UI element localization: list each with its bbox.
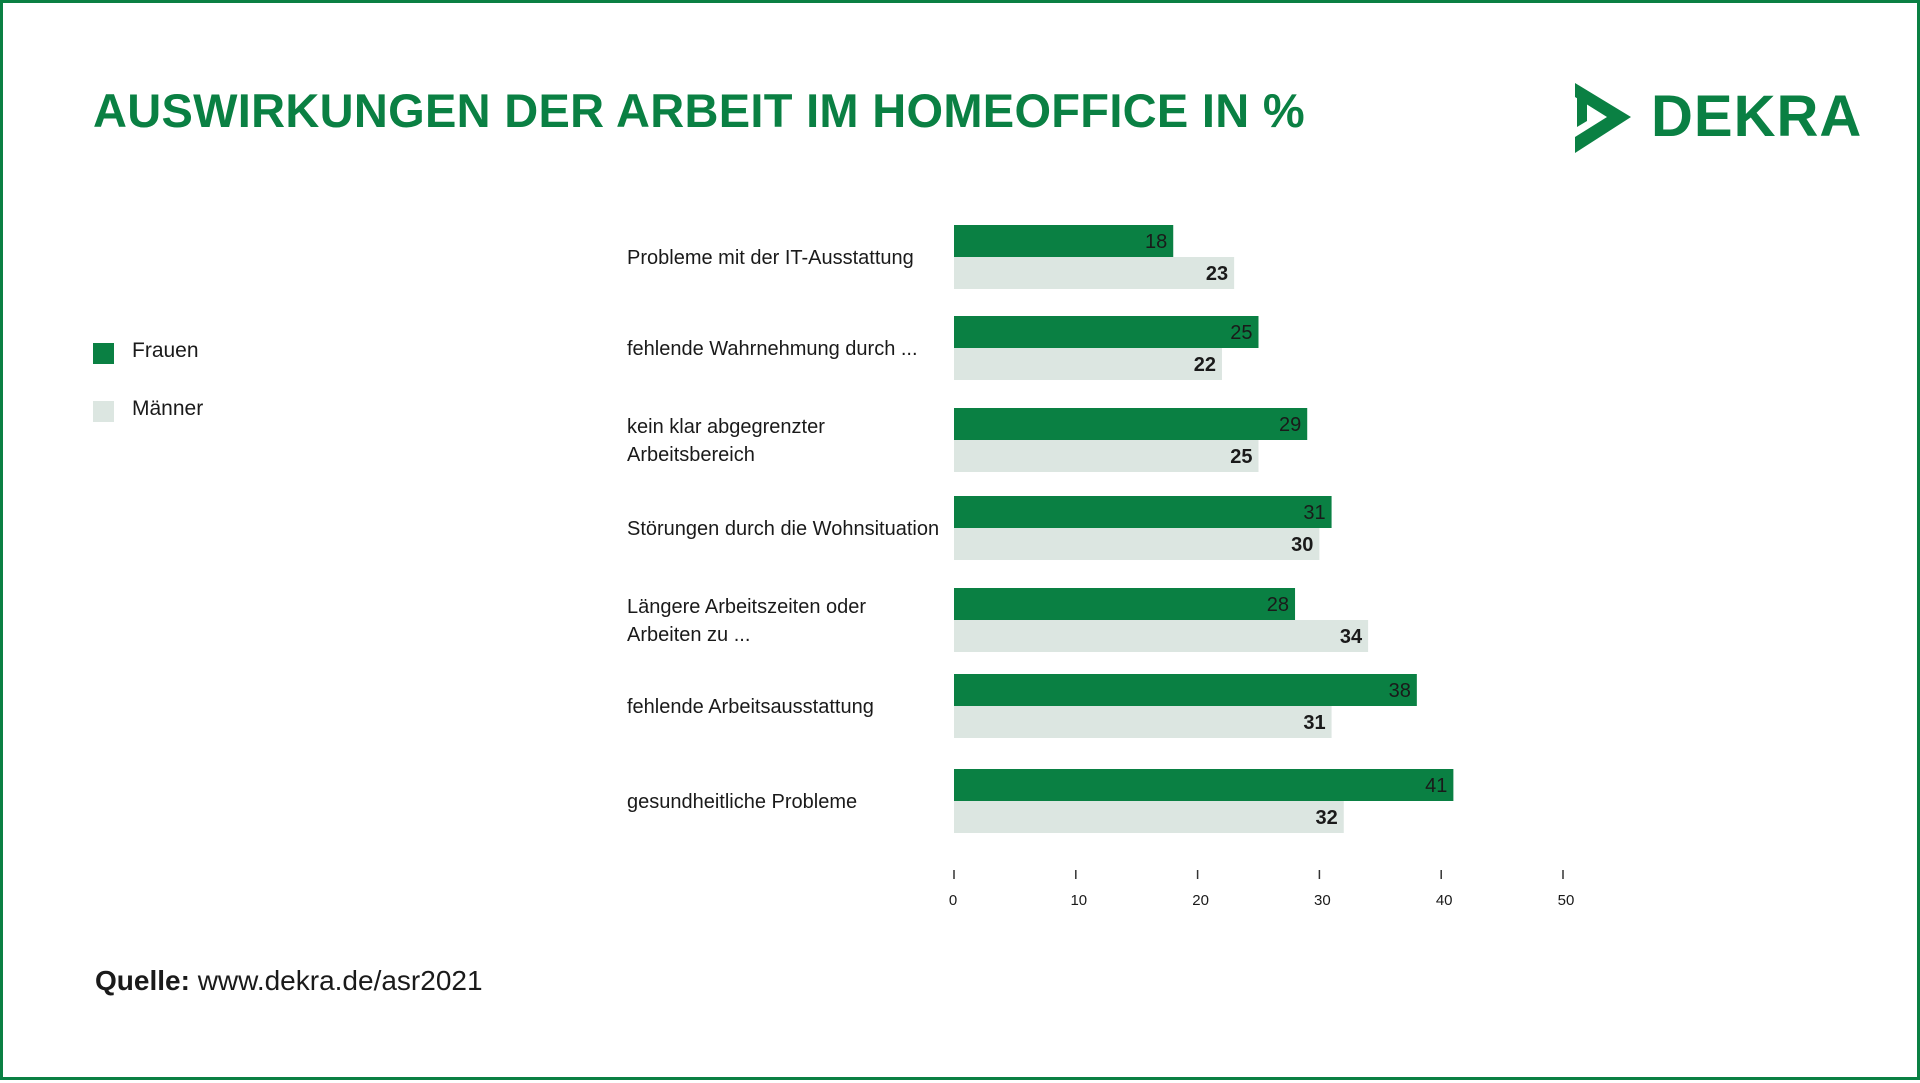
legend-label-frauen: Frauen [132, 339, 199, 362]
data-label-frauen: 18 [1145, 231, 1167, 253]
category-label: Störungen durch die Wohnsituation [627, 518, 939, 540]
data-label-maenner: 23 [1206, 263, 1228, 285]
bar-maenner [954, 348, 1222, 380]
bar-maenner [954, 440, 1259, 472]
x-tick-label: 0 [949, 892, 957, 909]
bar-maenner [954, 620, 1369, 652]
x-tick-label: 20 [1192, 892, 1209, 909]
data-label-maenner: 25 [1230, 446, 1252, 468]
dekra-logo-icon [1575, 83, 1631, 153]
category-label: Probleme mit der IT-Ausstattung [627, 247, 914, 269]
data-label-frauen: 31 [1303, 502, 1325, 524]
data-label-maenner: 30 [1291, 534, 1313, 556]
bar-frauen [954, 225, 1174, 257]
legend-label-maenner: Männer [132, 397, 204, 420]
data-label-maenner: 34 [1340, 626, 1363, 648]
data-label-maenner: 31 [1303, 712, 1325, 734]
data-label-frauen: 28 [1267, 594, 1289, 616]
category-label: fehlende Wahrnehmung durch ... [627, 338, 918, 360]
x-tick-label: 30 [1314, 892, 1331, 909]
data-label-maenner: 32 [1316, 807, 1338, 829]
source-note: Quelle: www.dekra.de/asr2021 [95, 965, 483, 997]
bar-frauen [954, 316, 1259, 348]
source-url: www.dekra.de/asr2021 [197, 965, 483, 996]
x-tick-label: 40 [1436, 892, 1453, 909]
x-tick-label: 50 [1558, 892, 1575, 909]
data-label-frauen: 38 [1389, 680, 1411, 702]
x-tick-label: 10 [1070, 892, 1087, 909]
data-label-frauen: 29 [1279, 414, 1301, 436]
bar-frauen [954, 408, 1308, 440]
bar-frauen [954, 588, 1296, 620]
bar-maenner [954, 528, 1320, 560]
bar-frauen [954, 769, 1454, 801]
legend-swatch-maenner [93, 401, 114, 422]
category-label: kein klar abgegrenzter Arbeitsbereich [627, 416, 825, 466]
bar-maenner [954, 257, 1235, 289]
dekra-logo-text: DEKRA [1651, 84, 1863, 149]
data-label-frauen: 25 [1230, 322, 1252, 344]
bar-frauen [954, 496, 1332, 528]
source-label: Quelle: [95, 965, 190, 996]
data-label-maenner: 22 [1194, 354, 1216, 376]
page-title: AUSWIRKUNGEN DER ARBEIT IM HOMEOFFICE IN… [93, 84, 1305, 137]
bar-frauen [954, 674, 1417, 706]
data-label-frauen: 41 [1425, 775, 1447, 797]
legend-swatch-frauen [93, 343, 114, 364]
bar-maenner [954, 801, 1344, 833]
bar-maenner [954, 706, 1332, 738]
category-label: Längere Arbeitszeiten oder Arbeiten zu ..… [627, 596, 866, 646]
category-label: gesundheitliche Probleme [627, 791, 857, 813]
category-label: fehlende Arbeitsausstattung [627, 696, 874, 718]
bar-chart: Probleme mit der IT-Ausstattung 18 23 fehle… [627, 225, 1575, 909]
